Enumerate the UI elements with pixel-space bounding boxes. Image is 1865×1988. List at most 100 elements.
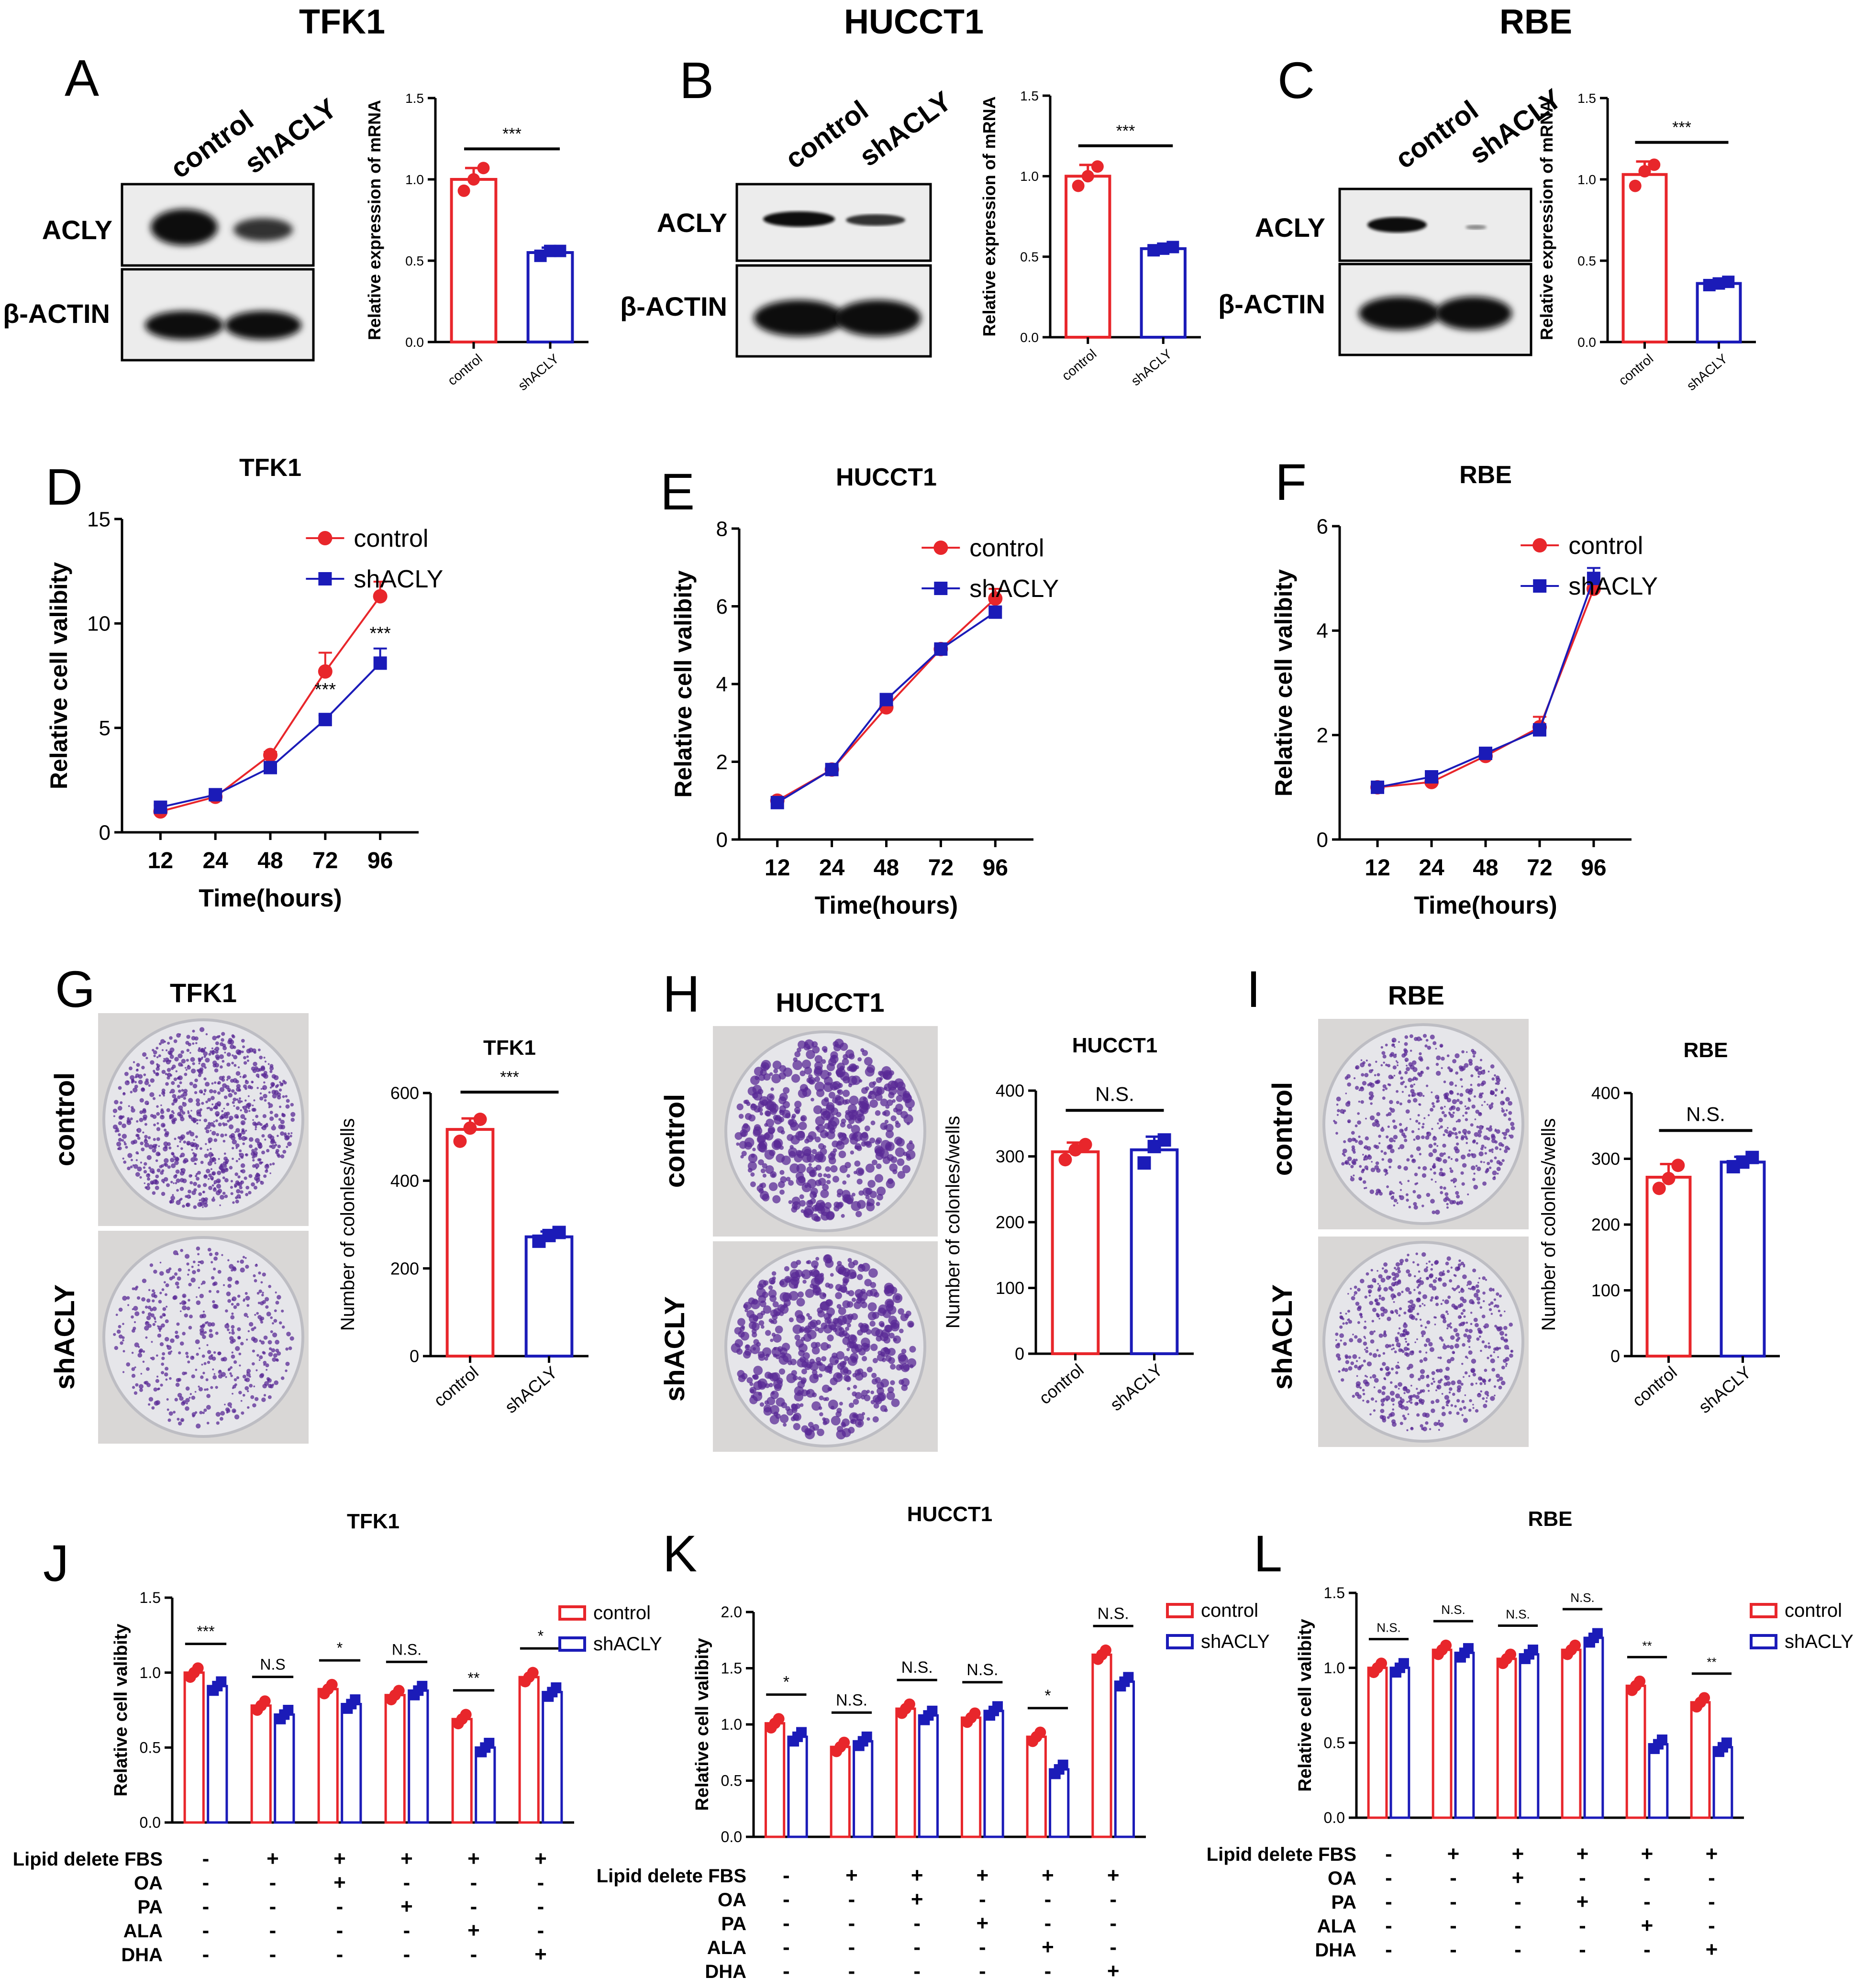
colony-dot — [282, 1095, 285, 1098]
colony-dot — [258, 1177, 260, 1179]
colony-dot — [843, 1197, 848, 1202]
colony-dot — [1377, 1354, 1381, 1358]
colony-dot — [242, 1122, 244, 1125]
colony-dot — [890, 1115, 897, 1121]
colony-dot — [160, 1108, 164, 1112]
colony-dot — [203, 1118, 208, 1123]
colony-dot — [1405, 1060, 1407, 1062]
colony-dot — [113, 1115, 115, 1117]
colony-dot — [1393, 1267, 1397, 1270]
colony-dot — [822, 1145, 826, 1149]
colony-dot — [1491, 1077, 1495, 1081]
colony-dot — [203, 1051, 208, 1056]
colony-dot — [786, 1277, 791, 1282]
colony-dot — [243, 1061, 247, 1065]
colony-dot — [1393, 1135, 1398, 1139]
colony-dot — [752, 1148, 756, 1151]
colony-dot — [1427, 1114, 1430, 1116]
colony-dot — [204, 1388, 207, 1391]
colony-dot — [176, 1200, 181, 1205]
colony-dot — [1418, 1291, 1421, 1295]
colony-dot — [227, 1119, 230, 1123]
colony-dot — [1445, 1096, 1448, 1098]
tk-cell-0-0: - — [783, 1864, 790, 1887]
colony-dot — [225, 1376, 227, 1378]
a-xtick-label-0: control — [445, 351, 485, 388]
colony-dot — [118, 1121, 122, 1126]
colony-dot — [240, 1267, 245, 1273]
colony-dot — [227, 1088, 231, 1092]
i-ytick-label-4: 400 — [1591, 1083, 1620, 1103]
colony-dot — [844, 1161, 851, 1169]
colony-dot — [215, 1114, 219, 1117]
colony-dot — [1455, 1107, 1460, 1112]
colony-dot — [115, 1314, 118, 1316]
colony-dot — [214, 1081, 217, 1084]
blot-b-lane-shacly: shACLY — [854, 85, 957, 172]
colony-dot — [1336, 1104, 1339, 1106]
colony-dot — [207, 1161, 212, 1166]
colony-dot — [1394, 1272, 1399, 1278]
g-ytick-label-3: 600 — [390, 1083, 419, 1103]
colony-dot — [182, 1102, 187, 1107]
e-xlabel: Time(hours) — [815, 892, 958, 919]
colony-dot — [1369, 1413, 1372, 1416]
colony-dot — [836, 1193, 842, 1198]
colony-dot — [175, 1382, 180, 1387]
colony-dot — [219, 1042, 224, 1047]
colony-dot — [1494, 1140, 1498, 1144]
colony-dot — [1456, 1142, 1459, 1146]
colony-dot — [810, 1098, 814, 1102]
j-bar-shACLY-2 — [341, 1702, 362, 1824]
colony-dot — [180, 1147, 183, 1150]
colony-dot — [1384, 1269, 1388, 1273]
colony-dot — [122, 1350, 125, 1353]
colony-dot — [861, 1390, 868, 1397]
colony-dot — [906, 1142, 915, 1151]
colony-dot — [1386, 1275, 1390, 1280]
colony-dot — [147, 1324, 152, 1328]
colony-dot — [1442, 1143, 1446, 1148]
tl-cell-0-2: + — [1512, 1842, 1524, 1866]
colony-dot — [190, 1057, 195, 1062]
colony-dot — [219, 1087, 225, 1092]
colony-dot — [1510, 1122, 1515, 1127]
colony-dot — [218, 1122, 222, 1127]
tl-cell-1-4: - — [1643, 1866, 1651, 1889]
colony-dot — [186, 1306, 190, 1311]
colony-dot — [1398, 1041, 1400, 1043]
colony-dot — [207, 1360, 211, 1364]
colony-dot — [1360, 1100, 1364, 1104]
colony-dot — [175, 1335, 179, 1339]
colony-dot — [155, 1067, 160, 1071]
colony-dot — [1416, 1286, 1419, 1289]
k-ytick-label-4: 2.0 — [721, 1603, 742, 1621]
colony-dot — [228, 1093, 233, 1098]
tk-cell-1-3: - — [979, 1888, 986, 1911]
colony-dot — [1471, 1104, 1476, 1109]
colony-dot — [1394, 1046, 1396, 1048]
colony-dot — [1336, 1114, 1339, 1116]
colony-dot — [1460, 1288, 1465, 1293]
colony-dot — [1472, 1403, 1474, 1406]
colony-dot — [829, 1116, 840, 1127]
h-xtick-label-1: shACLY — [1106, 1360, 1166, 1415]
g-title: TFK1 — [483, 1036, 536, 1060]
colony-dot — [1453, 1328, 1458, 1333]
colony-dot — [237, 1294, 241, 1298]
tk-cell-3-2: - — [913, 1935, 921, 1959]
colony-dot — [790, 1261, 798, 1269]
d-ytick-label-3: 15 — [87, 508, 111, 531]
colony-dot — [199, 1027, 205, 1032]
colony-dot — [1410, 1089, 1415, 1093]
colony-dot — [1369, 1376, 1372, 1379]
colony-dot — [816, 1360, 821, 1366]
colony-dot — [1503, 1113, 1507, 1117]
colony-dot — [185, 1195, 188, 1198]
colony-dot — [248, 1174, 253, 1178]
tl-cell-2-1: - — [1450, 1890, 1457, 1913]
colony-dot — [286, 1146, 289, 1149]
colony-dot — [769, 1072, 773, 1076]
colony-dot — [1426, 1084, 1429, 1087]
